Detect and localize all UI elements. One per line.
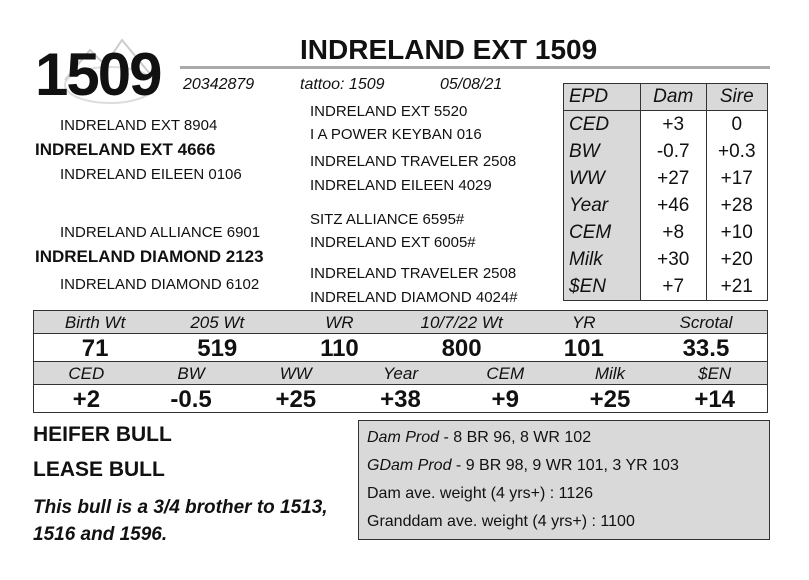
note: LEASE BULL [33,458,165,481]
cell: Year [383,364,418,383]
cell: +28 [705,192,768,219]
cell: 10/7/22 Wt [420,313,503,332]
cell: WW [279,364,312,383]
pedigree: INDRELAND TRAVELER 2508 [310,265,517,282]
value: - 8 BR 96, 8 WR 102 [443,429,592,446]
rule [180,66,770,69]
label: Dam Prod [367,429,440,446]
cell: 800 [441,335,482,362]
cell: CED [68,364,105,383]
cell: +10 [705,219,768,246]
cell: +8 [639,219,707,246]
cell: $EN [698,364,732,383]
cell: +30 [639,246,707,273]
tattoo: tattoo: 1509 [300,76,385,93]
label: GDam Prod [367,457,452,474]
cell: BW [177,364,205,383]
pedigree: INDRELAND EILEEN 4029 [310,177,492,194]
pedigree-sire: INDRELAND EXT 4666 [35,140,216,159]
row: CEM +8 +10 [563,219,768,246]
performance-header: Birth Wt 205 Wt WR 10/7/22 Wt YR Scrotal [33,310,768,334]
cell: YR [571,313,596,332]
cell: +2 [72,386,101,413]
cell: $EN [563,273,641,301]
cell: WR [325,313,354,332]
cell: +21 [705,273,768,301]
cell: CEM [486,364,525,383]
cell: 33.5 [682,335,730,362]
note: HEIFER BULL [33,423,172,446]
cell: 519 [197,335,238,362]
cell: +20 [705,246,768,273]
cell: +7 [639,273,707,301]
cell: +25 [275,386,317,413]
pedigree: INDRELAND DIAMOND 4024# [310,289,518,306]
epd-values: +2 -0.5 +25 +38 +9 +25 +14 [33,384,768,413]
granddam-weight: Granddam ave. weight (4 yrs+) : 1100 [367,513,635,530]
gdam-prod: GDam Prod - 9 BR 98, 9 WR 101, 3 YR 103 [367,452,761,480]
cell: 0 [705,110,768,138]
pedigree: INDRELAND TRAVELER 2508 [310,153,517,170]
cell: Scrotal [679,313,733,332]
pedigree: I A POWER KEYBAN 016 [310,126,482,143]
header-row: EPD Dam Sire [563,83,768,111]
cell: CEM [563,219,641,246]
cell: Birth Wt [64,313,126,332]
cell: 110 [320,335,359,362]
row: CED +3 0 [563,110,768,138]
epd-header: CED BW WW Year CEM Milk $EN [33,361,768,385]
cell: +25 [589,386,631,413]
row: Milk +30 +20 [563,246,768,273]
header-cell: Sire [705,83,768,111]
cell: Year [563,192,641,219]
cell: Milk [563,246,641,273]
cell: Milk [594,364,626,383]
row: WW +27 +17 [563,165,768,192]
row: BW -0.7 +0.3 [563,138,768,165]
cell: +17 [705,165,768,192]
cell: CED [563,110,641,138]
cell: +3 [639,110,707,138]
row: Year +46 +28 [563,192,768,219]
pedigree: INDRELAND EXT 6005# [310,234,476,251]
cell: 71 [81,335,109,362]
row: $EN +7 +21 [563,273,768,301]
dam-weight: Dam ave. weight (4 yrs+) : 1126 [367,485,594,502]
cell: BW [563,138,641,165]
cell: +0.3 [705,138,768,165]
pedigree: INDRELAND DIAMOND 6102 [60,276,260,293]
logo [64,38,156,104]
pedigree: INDRELAND EXT 5520 [310,103,468,120]
value: - 9 BR 98, 9 WR 101, 3 YR 103 [455,457,679,474]
cell: +27 [639,165,707,192]
cell: 205 Wt [190,313,245,332]
header-cell: Dam [639,83,707,111]
lot-number: 1509 [35,41,162,108]
pedigree: SITZ ALLIANCE 6595# [310,211,465,228]
cell: +14 [694,386,736,413]
performance-values: 71 519 110 800 101 33.5 [33,333,768,362]
pedigree: INDRELAND ALLIANCE 6901 [60,224,261,241]
birth-date: 05/08/21 [440,76,503,93]
dam-prod: Dam Prod - 8 BR 96, 8 WR 102 [367,424,761,452]
header-cell: EPD [563,83,641,111]
animal-name: INDRELAND EXT 1509 [300,34,598,65]
cell: WW [563,165,641,192]
cell: +9 [491,386,519,413]
cell: 101 [563,335,604,362]
cell: +46 [639,192,707,219]
pedigree: INDRELAND EXT 8904 [60,117,218,134]
parent-epd-table: EPD Dam Sire CED +3 0 BW -0.7 +0.3 WW +27 +17 Year +4… [563,83,768,301]
dam-info: Dam Prod - 8 BR 96, 8 WR 102 GDam Prod -… [358,420,770,540]
pedigree: INDRELAND EILEEN 0106 [60,166,242,183]
cell: +38 [380,386,421,413]
cell: -0.5 [170,386,212,413]
pedigree-dam: INDRELAND DIAMOND 2123 [35,247,264,266]
registration: 20342879 [183,76,255,93]
comment: This bull is a 3/4 brother to 1513, 1516… [33,497,328,545]
cell: -0.7 [639,138,707,165]
